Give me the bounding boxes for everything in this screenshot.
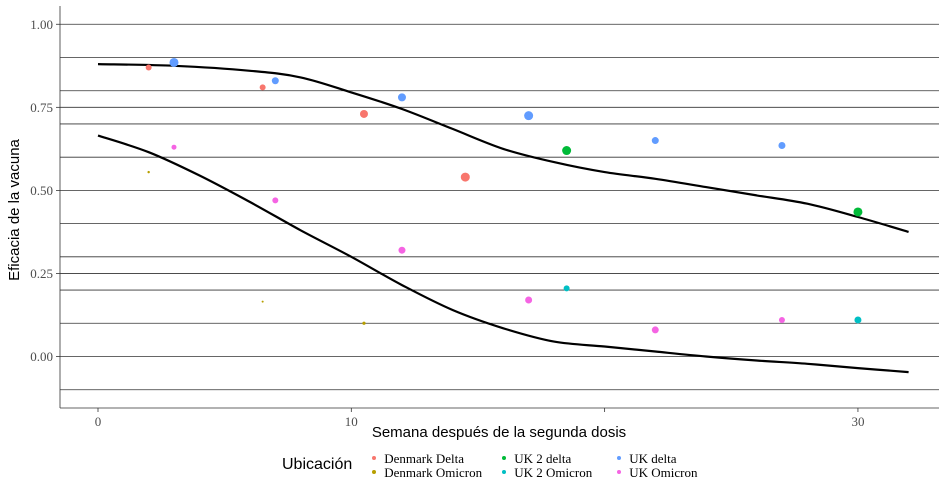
y-tick-label: 0.25 [30, 266, 53, 281]
point-denmark-delta [259, 84, 266, 91]
legend-label: Denmark Delta [384, 450, 465, 466]
legend-key-dot [617, 456, 622, 460]
point-uk-2-delta [562, 146, 572, 156]
x-tick-label: 10 [345, 414, 358, 429]
y-axis-title: Eficacia de la vacuna [6, 138, 23, 280]
point-uk-omicron [272, 197, 279, 204]
legend-key-dot [502, 470, 507, 474]
point-denmark-delta [460, 172, 470, 182]
y-tick-label: 0.75 [30, 100, 53, 115]
y-axis-ticks: 0.00 0.25 0.50 0.75 1.00 [30, 17, 60, 364]
x-tick-label: 0 [95, 414, 102, 429]
legend-label: Denmark Omicron [384, 464, 483, 480]
trend-line [97, 63, 909, 233]
legend-item: Denmark Delta [372, 452, 502, 465]
legend: Ubicación Denmark Delta Denmark Omicron UK… [282, 451, 727, 479]
point-uk-omicron [651, 326, 659, 334]
legend-item: UK 2 delta [502, 452, 617, 465]
legend-item: UK delta [617, 452, 727, 465]
point-denmark-omicron [147, 170, 150, 174]
legend-label: UK 2 delta [514, 450, 572, 466]
data-points [145, 57, 863, 334]
x-axis-ticks: 0 10 30 [95, 408, 864, 429]
legend-items: Denmark Delta Denmark Omicron UK 2 delta UK… [372, 452, 727, 479]
point-uk-2-omicron [854, 316, 862, 324]
point-uk-omicron [398, 246, 406, 254]
gridlines [60, 23, 939, 391]
point-uk-delta [524, 111, 534, 121]
point-uk-delta [778, 142, 786, 150]
legend-key-dot [502, 456, 507, 460]
y-tick-label: 0.00 [30, 349, 53, 364]
trend-line [97, 134, 909, 374]
legend-title: Ubicación [282, 456, 353, 473]
point-uk-omicron [778, 316, 785, 323]
point-uk-omicron [525, 296, 533, 304]
legend-key-dot [372, 470, 377, 474]
x-tick-label: 30 [851, 414, 864, 429]
legend-item: UK 2 Omicron [502, 466, 617, 479]
point-uk-delta [651, 137, 659, 145]
y-tick-label: 0.50 [30, 183, 53, 198]
legend-label: UK 2 Omicron [514, 464, 593, 480]
legend-label: UK delta [629, 450, 677, 466]
legend-key-dot [617, 470, 622, 474]
y-tick-label: 1.00 [30, 17, 53, 32]
legend-item: Denmark Omicron [372, 466, 502, 479]
legend-item: UK Omicron [617, 466, 727, 479]
point-denmark-omicron [261, 300, 264, 303]
legend-key-dot [372, 456, 377, 460]
point-uk-omicron [171, 144, 177, 150]
legend-label: UK Omicron [629, 464, 698, 480]
x-axis-title: Semana después de la segunda dosis [372, 424, 626, 441]
point-denmark-omicron [362, 321, 366, 325]
point-uk-2-omicron [563, 285, 570, 292]
point-uk-delta [169, 57, 179, 67]
point-denmark-delta [145, 64, 152, 71]
point-uk-2-delta [853, 207, 863, 217]
point-uk-delta [271, 77, 279, 85]
point-uk-delta [397, 93, 406, 102]
trend-lines [97, 63, 909, 374]
point-denmark-delta [359, 109, 368, 118]
